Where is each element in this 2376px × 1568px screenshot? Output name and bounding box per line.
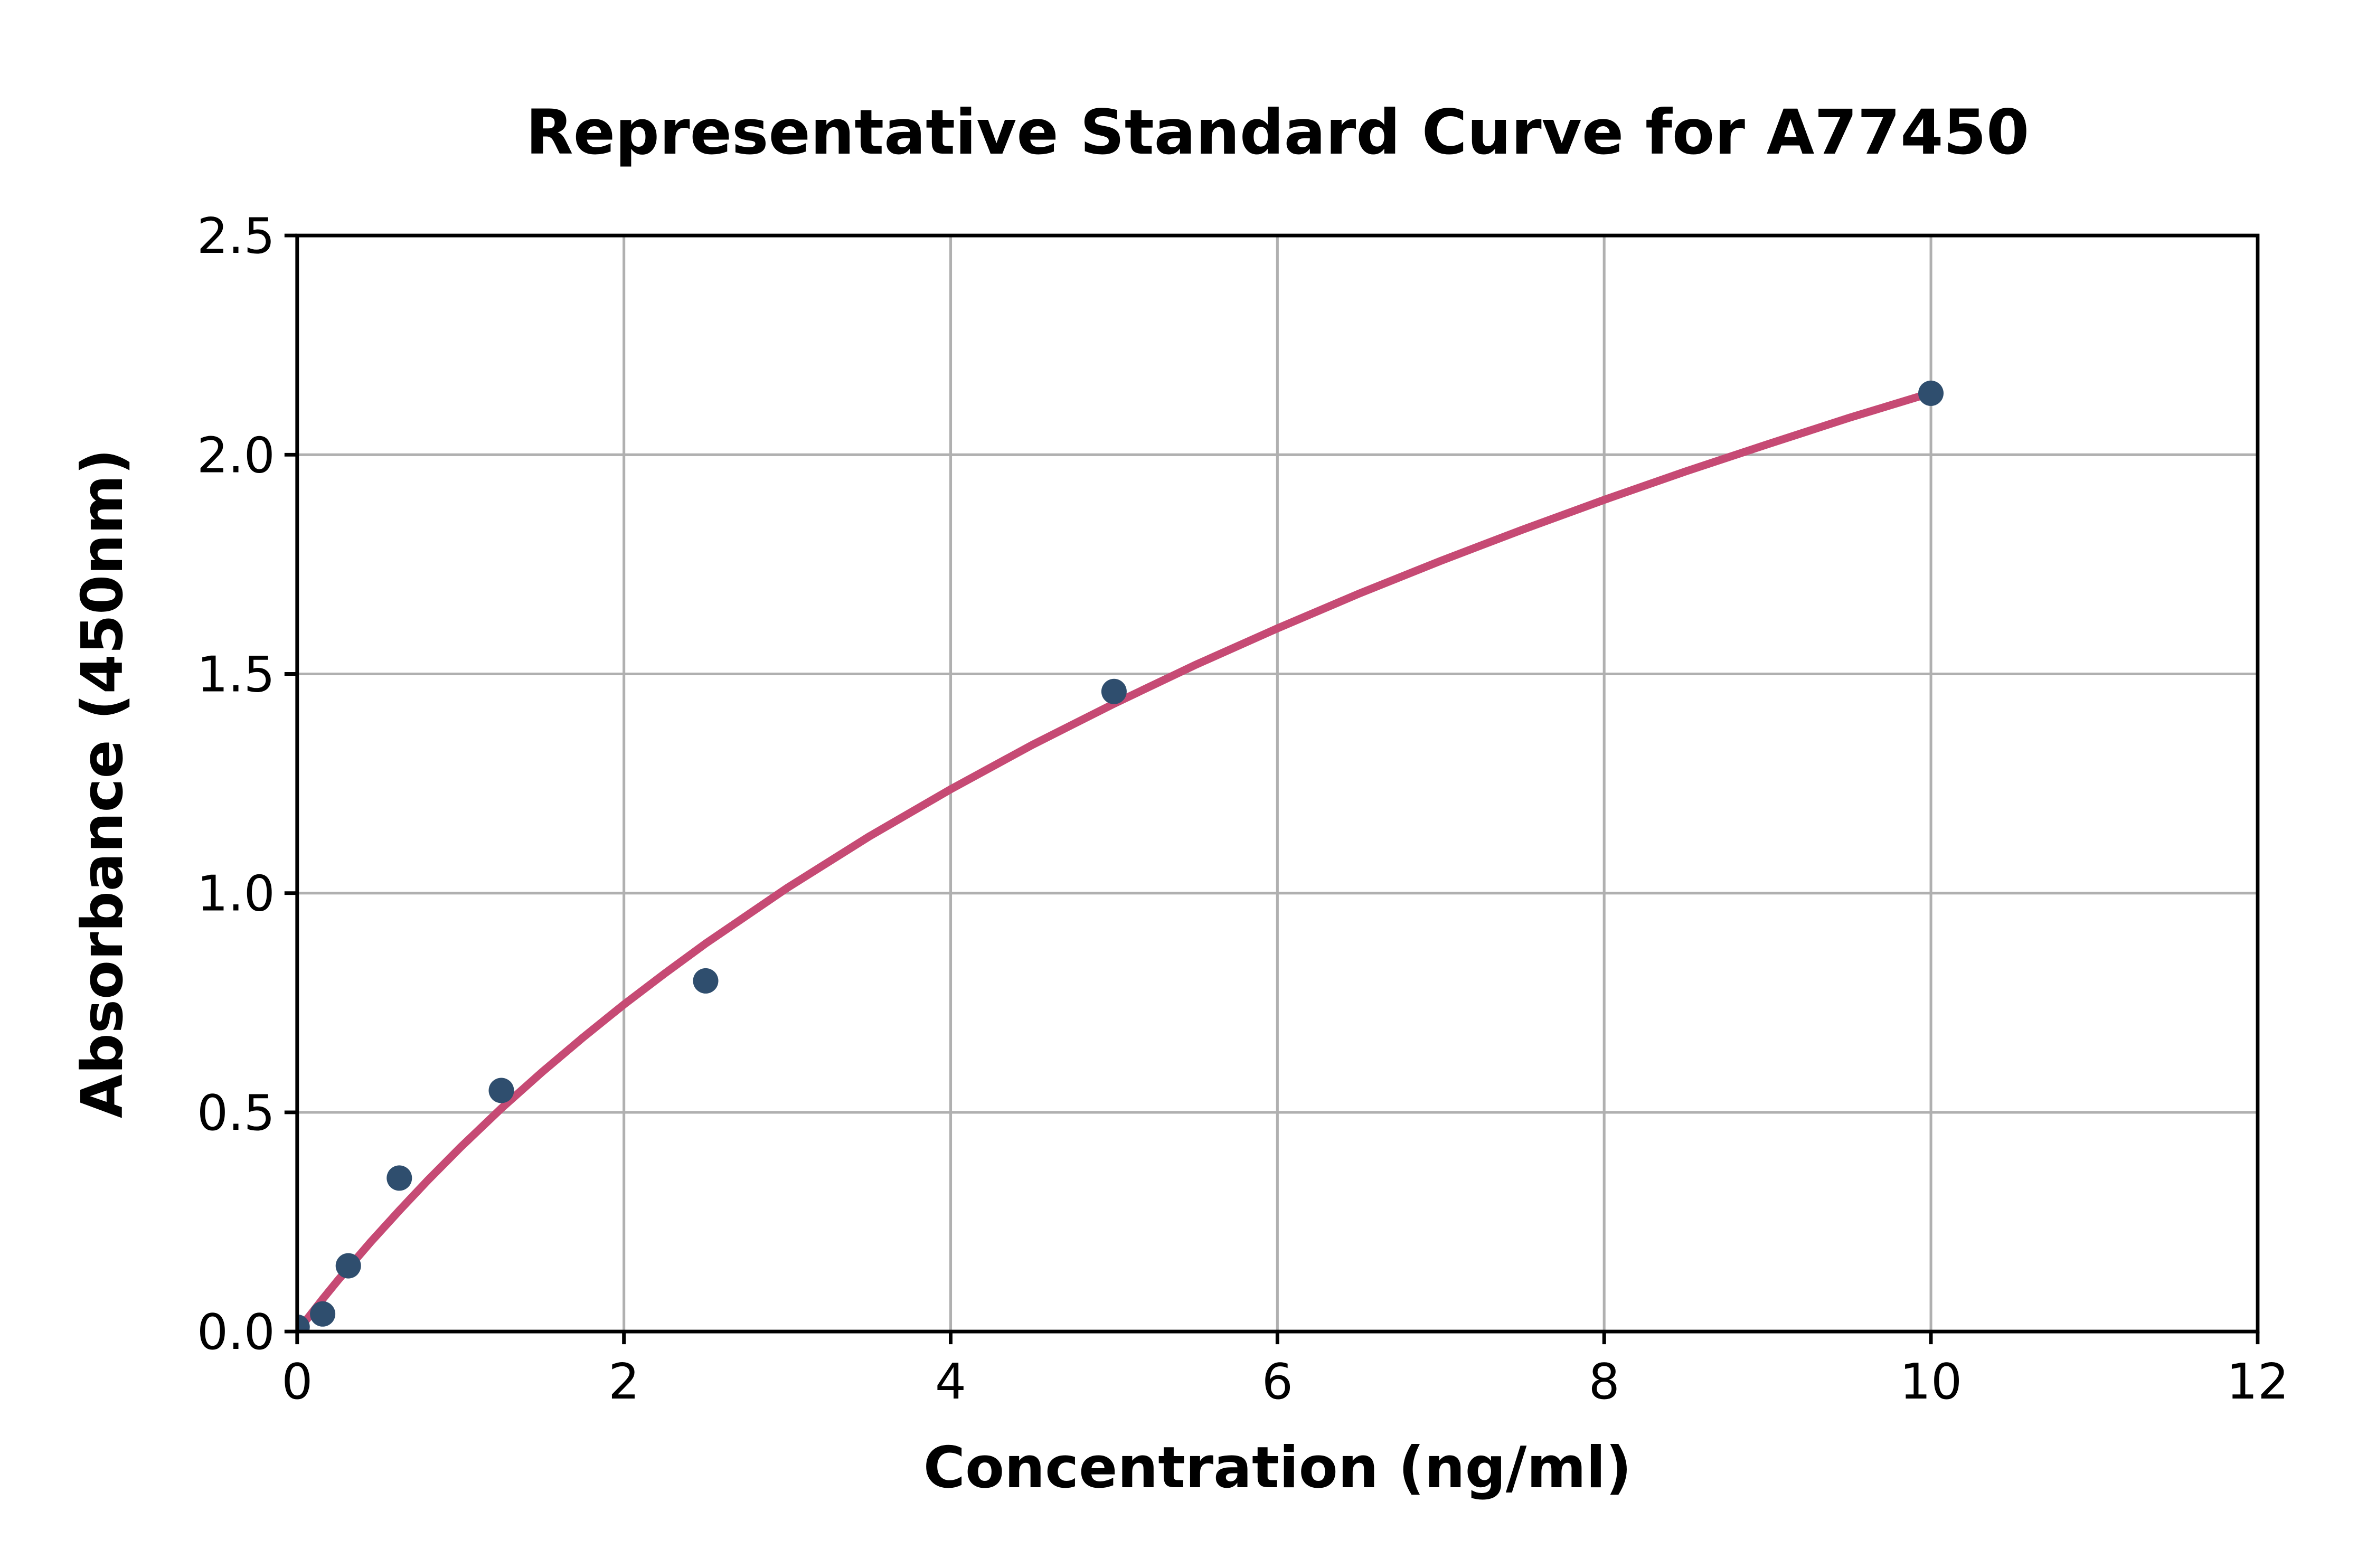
data-point: [310, 1301, 336, 1327]
x-tick-label: 6: [1262, 1353, 1293, 1410]
data-point: [693, 968, 719, 994]
y-tick-labels: 0.0 0.5 1.0 1.5 2.0 2.5: [197, 207, 275, 1361]
data-points: [297, 380, 1944, 1332]
plot-data: [297, 380, 1944, 1332]
x-tick-label: 4: [935, 1353, 966, 1410]
y-axis-label: Absorbance (450nm): [70, 449, 136, 1118]
data-point: [335, 1253, 361, 1279]
y-tick-label: 0.5: [197, 1084, 275, 1141]
y-tick-label: 0.0: [197, 1303, 275, 1361]
data-point: [488, 1078, 514, 1103]
data-point: [386, 1165, 412, 1191]
x-tick-label: 2: [608, 1353, 639, 1410]
y-tick-label: 2.5: [197, 207, 275, 265]
x-tick-label: 10: [1900, 1353, 1962, 1410]
y-tick-label: 2.0: [197, 427, 275, 484]
x-axis-label: Concentration (ng/ml): [923, 1435, 1632, 1501]
x-tick-label: 0: [281, 1353, 313, 1410]
x-tick-label: 12: [2227, 1353, 2289, 1410]
x-tick-labels: 0 2 4 6 8 10 12: [281, 1353, 2289, 1410]
fit-curve: [297, 389, 1935, 1332]
data-point: [297, 1314, 310, 1332]
chart-title: Representative Standard Curve for A77450: [526, 96, 2030, 168]
x-tick-label: 8: [1589, 1353, 1620, 1410]
data-point: [1101, 678, 1127, 704]
y-tick-label: 1.5: [197, 646, 275, 703]
y-tick-label: 1.0: [197, 865, 275, 922]
data-point: [1918, 380, 1944, 406]
axis-ticks: [284, 233, 2260, 1345]
